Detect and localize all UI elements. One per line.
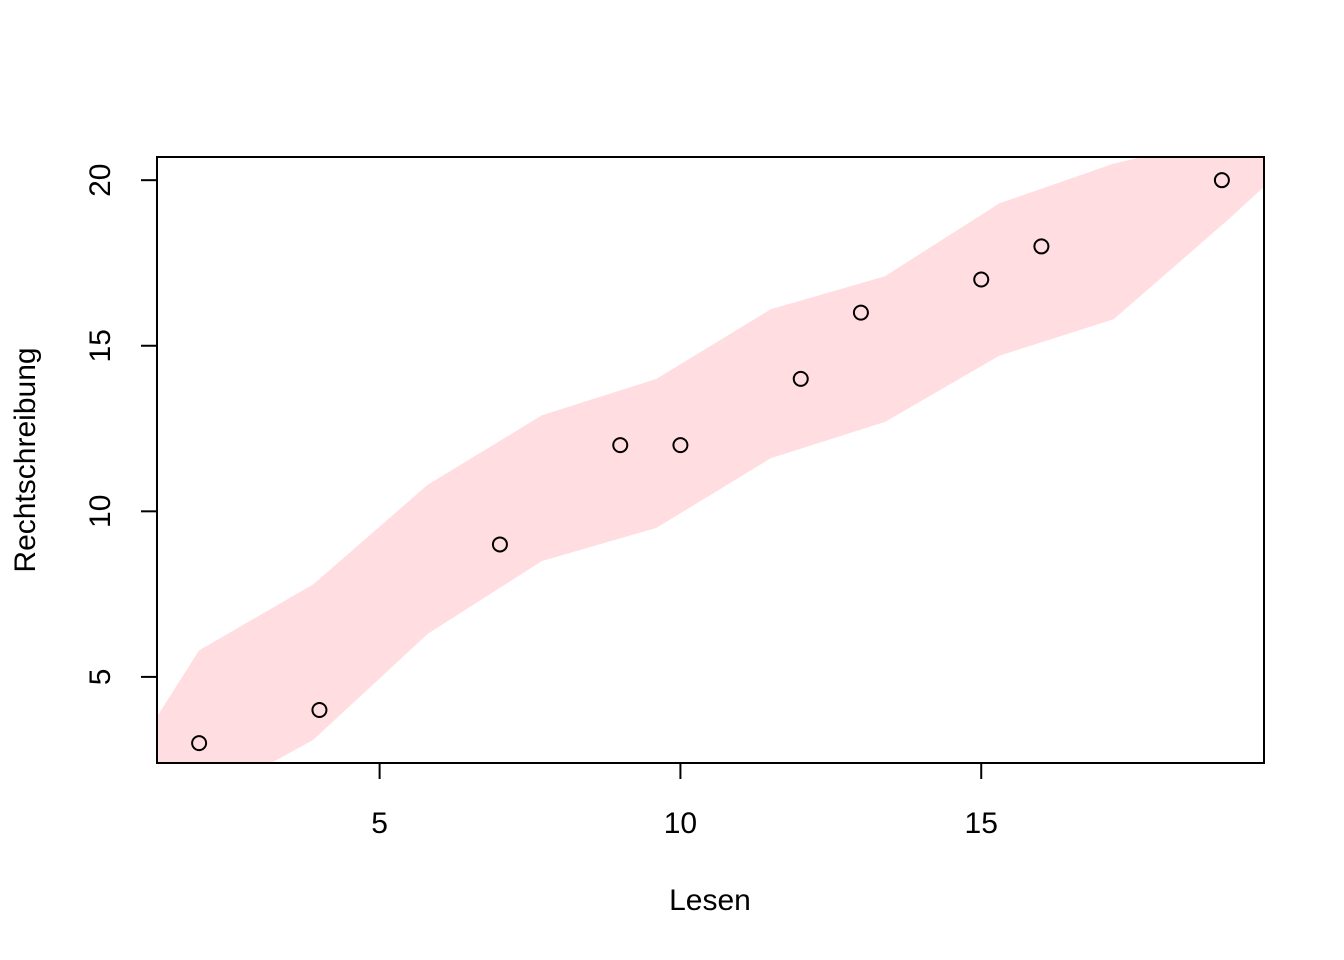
y-tick-label: 5 <box>84 669 117 686</box>
plot-frame <box>156 156 1265 764</box>
data-point <box>191 735 208 752</box>
data-point <box>311 702 328 719</box>
data-point <box>973 271 990 288</box>
data-points-layer <box>191 172 1230 752</box>
y-axis: 5 10 15 20 <box>84 164 157 686</box>
data-point <box>491 536 508 553</box>
data-point <box>1213 172 1230 189</box>
data-point <box>612 437 629 454</box>
confidence-band <box>157 157 1264 763</box>
confidence-band-layer <box>157 157 1264 763</box>
x-axis: 5 10 15 <box>371 763 998 840</box>
y-tick-label: 10 <box>84 495 117 528</box>
data-point <box>1033 238 1050 255</box>
y-axis-title: Rechtschreibung <box>9 347 42 572</box>
x-axis-title: Lesen <box>669 884 751 917</box>
y-tick-label: 15 <box>84 329 117 362</box>
x-tick-label: 10 <box>664 807 697 840</box>
x-tick-label: 5 <box>371 807 388 840</box>
data-point <box>852 304 869 321</box>
x-tick-label: 15 <box>965 807 998 840</box>
data-point <box>792 370 809 387</box>
data-point <box>672 437 689 454</box>
y-tick-label: 20 <box>84 164 117 197</box>
